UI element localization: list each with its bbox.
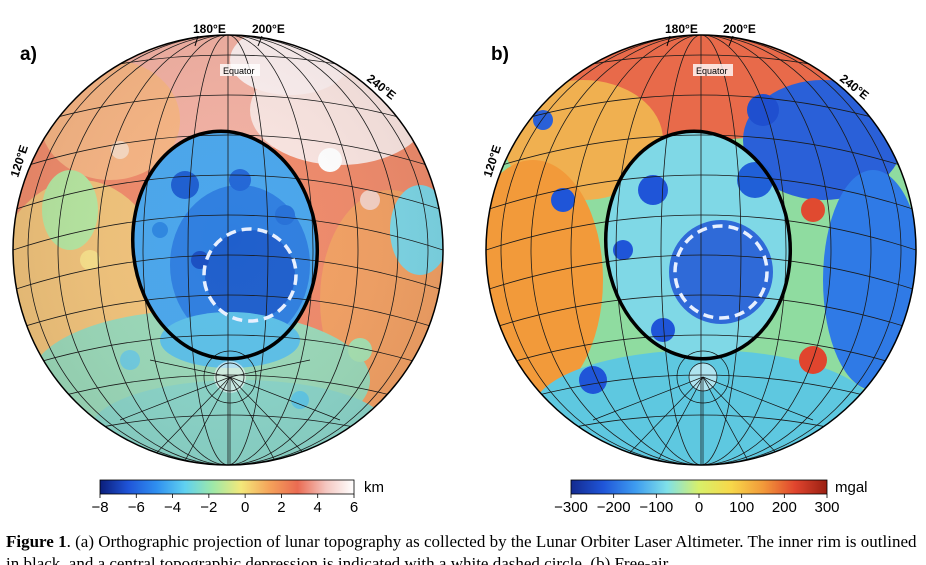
figure-caption: Figure 1. (a) Orthographic projection of… — [6, 531, 921, 565]
colorbar-tick-label: 300 — [814, 499, 839, 516]
colorbar-tick-label: −4 — [164, 499, 181, 516]
panel-label: a) — [20, 44, 37, 65]
colorbar-tick-label: −200 — [597, 499, 631, 516]
lon-label-180: 180°E — [193, 22, 226, 36]
colorbar-tick-label: −8 — [91, 499, 108, 516]
central-depression-circle — [202, 227, 298, 323]
colorbar-tick-label: 6 — [350, 499, 358, 516]
panel-b-gravity: b) 180°E 200°E 240°E 120°E Equator −300−… — [481, 22, 917, 516]
colorbar-tick-label: 100 — [729, 499, 754, 516]
colorbar-tick-label: 4 — [314, 499, 322, 516]
panel-label: b) — [491, 44, 509, 65]
caption-label: Figure 1 — [6, 532, 67, 551]
equator-label: Equator — [223, 66, 255, 76]
central-depression-circle — [673, 224, 769, 320]
colorbar-tick-label: −300 — [554, 499, 588, 516]
colorbar-a: −8 −6 −4 −2 0 2 4 6 km — [91, 479, 384, 516]
inner-rim-outline — [603, 129, 793, 361]
inner-rim-outline — [130, 129, 320, 361]
colorbar-tick-label: 0 — [695, 499, 703, 516]
globe-a — [12, 34, 444, 466]
colorbar-tick-label: 0 — [241, 499, 249, 516]
colorbar-b: −300 −200 −100 0 100 200 300 mgal — [554, 479, 867, 516]
colorbar-tick-label: −2 — [200, 499, 217, 516]
colorbar-tick-label: −100 — [639, 499, 673, 516]
lon-label-200: 200°E — [252, 22, 285, 36]
lon-label-180: 180°E — [665, 22, 698, 36]
colorbar-tick-label: 2 — [277, 499, 285, 516]
panel-a-topography: a) 180°E 200°E 240°E 120°E Equator −8 −6−… — [8, 22, 444, 516]
caption-text: . (a) Orthographic projection of lunar t… — [6, 532, 917, 565]
colorbar-unit: km — [364, 479, 384, 496]
lon-label-200: 200°E — [723, 22, 756, 36]
colorbar-unit: mgal — [835, 479, 868, 496]
equator-label: Equator — [696, 66, 728, 76]
colorbar-tick-label: 200 — [772, 499, 797, 516]
colorbar-tick-label: −6 — [128, 499, 145, 516]
